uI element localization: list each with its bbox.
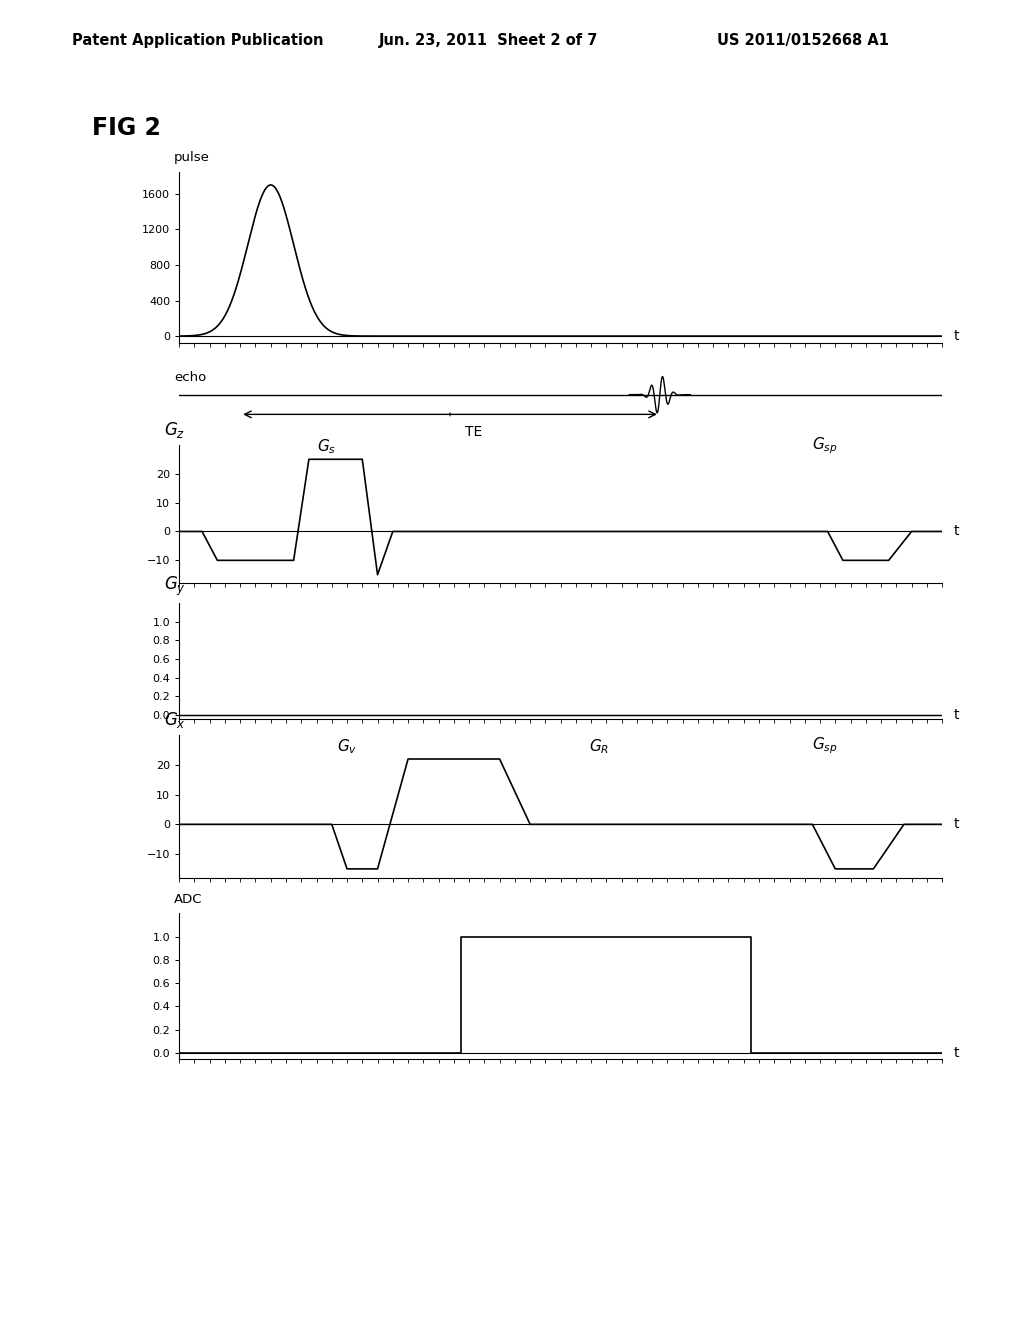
Text: pulse: pulse — [174, 150, 210, 164]
Text: t: t — [953, 708, 959, 722]
Text: FIG 2: FIG 2 — [92, 116, 161, 140]
Text: t: t — [953, 329, 959, 343]
Text: $G_{sp}$: $G_{sp}$ — [812, 735, 838, 756]
Text: $G_z$: $G_z$ — [164, 420, 185, 440]
Text: $G_x$: $G_x$ — [164, 710, 185, 730]
Text: $G_R$: $G_R$ — [589, 738, 609, 756]
Text: t: t — [953, 1045, 959, 1060]
Text: ADC: ADC — [174, 892, 203, 906]
Text: US 2011/0152668 A1: US 2011/0152668 A1 — [717, 33, 889, 48]
Text: Patent Application Publication: Patent Application Publication — [72, 33, 324, 48]
Text: echo: echo — [174, 371, 206, 384]
Text: t: t — [953, 817, 959, 832]
Text: $G_s$: $G_s$ — [316, 438, 336, 457]
Text: t: t — [953, 524, 959, 539]
Text: TE: TE — [465, 425, 482, 440]
Text: $G_{sp}$: $G_{sp}$ — [812, 436, 838, 457]
Text: $G_y$: $G_y$ — [164, 574, 185, 598]
Text: $G_v$: $G_v$ — [337, 738, 357, 756]
Text: Jun. 23, 2011  Sheet 2 of 7: Jun. 23, 2011 Sheet 2 of 7 — [379, 33, 598, 48]
